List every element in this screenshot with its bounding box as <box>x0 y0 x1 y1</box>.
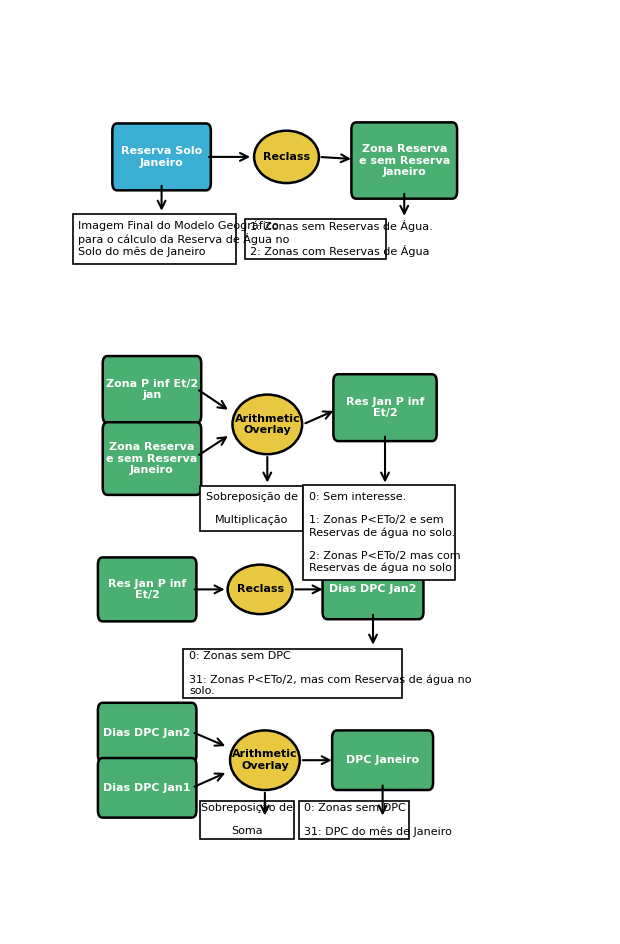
Text: 0: Zonas sem DPC

31: Zonas P<ETo/2, mas com Reservas de água no
solo.: 0: Zonas sem DPC 31: Zonas P<ETo/2, mas … <box>189 651 471 697</box>
Text: DPC Janeiro: DPC Janeiro <box>346 755 419 766</box>
FancyBboxPatch shape <box>73 214 236 263</box>
FancyBboxPatch shape <box>298 801 409 838</box>
FancyBboxPatch shape <box>103 356 202 423</box>
FancyBboxPatch shape <box>245 219 386 259</box>
Text: Dias DPC Jan2: Dias DPC Jan2 <box>329 584 417 595</box>
Text: Res Jan P inf
Et/2: Res Jan P inf Et/2 <box>346 396 424 418</box>
Text: 0: Zonas sem DPC

31: DPC do mês de Janeiro: 0: Zonas sem DPC 31: DPC do mês de Janei… <box>304 803 452 836</box>
FancyBboxPatch shape <box>334 374 436 441</box>
Text: Arithmetic
Overlay: Arithmetic Overlay <box>232 750 298 771</box>
FancyBboxPatch shape <box>98 702 197 763</box>
FancyBboxPatch shape <box>184 649 402 699</box>
Text: Sobreposição de

Multiplicação: Sobreposição de Multiplicação <box>206 492 298 525</box>
Text: Zona Reserva
e sem Reserva
Janeiro: Zona Reserva e sem Reserva Janeiro <box>358 143 450 177</box>
Text: Sobreposição de

Soma: Sobreposição de Soma <box>201 803 293 836</box>
FancyBboxPatch shape <box>352 123 457 198</box>
Text: Res Jan P inf
Et/2: Res Jan P inf Et/2 <box>108 579 187 600</box>
FancyBboxPatch shape <box>322 560 423 619</box>
FancyBboxPatch shape <box>200 801 294 838</box>
Text: Imagem Final do Modelo Geográfico
para o cálculo da Reserva de Água no
Solo do m: Imagem Final do Modelo Geográfico para o… <box>79 221 290 258</box>
Text: Dias DPC Jan1: Dias DPC Jan1 <box>104 783 191 793</box>
Ellipse shape <box>232 395 302 454</box>
Text: Reclass: Reclass <box>236 584 284 595</box>
Text: 1: Zonas sem Reservas de Água.

2: Zonas com Reservas de Água: 1: Zonas sem Reservas de Água. 2: Zonas … <box>250 220 433 258</box>
Text: Zona P inf Et/2
jan: Zona P inf Et/2 jan <box>106 379 198 400</box>
Ellipse shape <box>254 130 319 183</box>
Text: Arithmetic
Overlay: Arithmetic Overlay <box>234 413 300 435</box>
Ellipse shape <box>230 731 299 790</box>
FancyBboxPatch shape <box>303 485 454 580</box>
Ellipse shape <box>228 565 293 615</box>
Text: Reclass: Reclass <box>263 152 310 161</box>
FancyBboxPatch shape <box>112 124 211 191</box>
FancyBboxPatch shape <box>98 557 197 621</box>
FancyBboxPatch shape <box>332 731 433 790</box>
Text: 0: Sem interesse.

1: Zonas P<ETo/2 e sem
Reservas de água no solo.

2: Zonas P<: 0: Sem interesse. 1: Zonas P<ETo/2 e sem… <box>309 492 461 573</box>
FancyBboxPatch shape <box>200 486 303 531</box>
FancyBboxPatch shape <box>103 422 202 495</box>
Text: Zona Reserva
e sem Reserva
Janeiro: Zona Reserva e sem Reserva Janeiro <box>107 442 198 475</box>
FancyBboxPatch shape <box>98 758 197 818</box>
Text: Dias DPC Jan2: Dias DPC Jan2 <box>104 728 191 737</box>
Text: Reserva Solo
Janeiro: Reserva Solo Janeiro <box>121 146 202 168</box>
